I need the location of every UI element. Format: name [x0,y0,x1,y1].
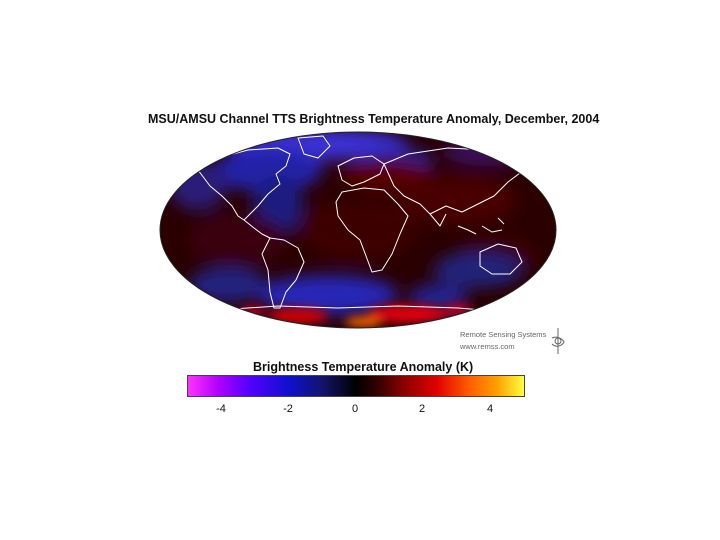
map-title: MSU/AMSU Channel TTS Brightness Temperat… [148,112,600,126]
credit-line-2: www.remss.com [460,342,515,351]
map-border [159,131,557,329]
colorbar-tick: 0 [351,403,359,415]
anomaly-map [158,130,558,330]
colorbar-tick: 4 [486,403,494,415]
colorbar [187,375,525,397]
colorbar-tick: 2 [418,403,426,415]
anomaly-field [160,132,556,328]
coastlines [197,135,541,313]
credit-block: Remote Sensing Systems www.remss.com [460,328,570,358]
colorbar-title: Brightness Temperature Anomaly (K) [253,360,474,374]
credit-line-1: Remote Sensing Systems [460,330,547,339]
colorbar-tick: -2 [283,403,293,415]
rss-logo-icon [550,326,566,361]
colorbar-tick: -4 [216,403,226,415]
